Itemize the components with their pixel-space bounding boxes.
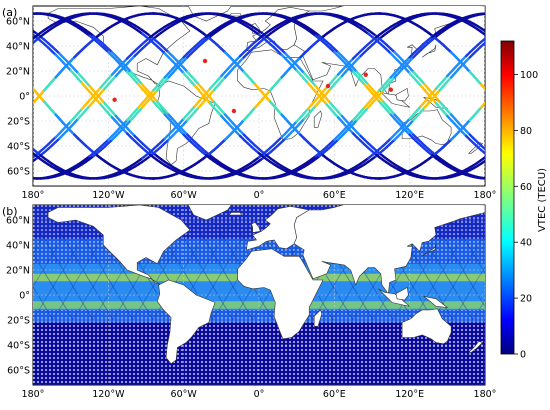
panel-b-lon-ticks: 180° 120°W 60°W 0° 60°E 120°E 180° — [22, 389, 497, 400]
track-striation — [513, 220, 550, 320]
lat-tick-label: 40°N — [6, 241, 30, 252]
lat-tick-label: 0° — [19, 92, 30, 103]
lon-tick-label: 0° — [254, 389, 265, 400]
colorbar: 0 20 40 60 80 100 VTEC (TECU) — [501, 41, 548, 361]
lat-tick-label: 60°N — [6, 17, 30, 28]
track-striation — [533, 220, 550, 320]
vtec-hotspot — [203, 59, 207, 63]
landmass-iceland — [229, 213, 242, 216]
colorbar-tick-label: 20 — [520, 294, 532, 305]
track-striation — [513, 220, 550, 320]
vtec-hotspot — [326, 84, 330, 88]
lat-tick-label: 20°S — [7, 316, 30, 327]
lat-tick-label: 20°S — [7, 117, 30, 128]
lon-tick-label: 120°E — [395, 389, 424, 400]
lat-tick-label: 60°N — [6, 216, 30, 227]
lon-tick-label: 120°E — [395, 190, 424, 201]
colorbar-tick-label: 80 — [520, 126, 532, 137]
lat-tick-label: 60°S — [7, 167, 30, 178]
lat-tick-label: 0° — [19, 291, 30, 302]
lat-tick-label: 40°S — [7, 341, 30, 352]
vtec-hotspot — [232, 109, 236, 113]
lon-tick-label: 180° — [474, 389, 497, 400]
colorbar-tick-label: 60 — [520, 182, 532, 193]
lon-tick-label: 0° — [254, 190, 265, 201]
colorbar-tick-label: 0 — [520, 350, 526, 361]
lat-tick-label: 20°N — [6, 266, 30, 277]
lon-tick-label: 180° — [474, 190, 497, 201]
panel-a: (a) 60°N40°N20°N0°20°S40°S60°S 180°120°W… — [2, 0, 496, 209]
lat-tick-label: 60°S — [7, 366, 30, 377]
vtec-hotspot — [364, 73, 368, 77]
panel-b: (b) 60°N40°N20°N0°20°S40°S60°S 180°120°W… — [0, 193, 550, 407]
lon-tick-label: 180° — [22, 389, 45, 400]
vtec-hotspot — [389, 88, 393, 92]
colorbar-label: VTEC (TECU) — [537, 168, 548, 232]
lon-tick-label: 60°W — [171, 190, 198, 201]
lon-tick-label: 120°W — [92, 389, 125, 400]
colorbar-tick-label: 40 — [520, 238, 532, 249]
colorbar-ticks: 0 20 40 60 80 100 — [514, 70, 538, 360]
lat-tick-label: 40°S — [7, 142, 30, 153]
panel-b-lat-ticks: 60°N 40°N 20°N 0° 20°S 40°S 60°S — [6, 216, 30, 377]
lon-tick-label: 120°W — [92, 190, 125, 201]
vtec-hotspot — [112, 98, 116, 102]
lon-tick-label: 60°E — [323, 190, 346, 201]
colorbar-ramp — [501, 41, 514, 354]
lon-tick-label: 180° — [22, 190, 45, 201]
lat-tick-label: 20°N — [6, 67, 30, 78]
lon-tick-label: 60°E — [323, 389, 346, 400]
lat-tick-label: 40°N — [6, 42, 30, 53]
track-striation — [533, 220, 550, 320]
panel-a-lat-ticks: 60°N 40°N 20°N 0° 20°S 40°S 60°S — [6, 17, 30, 178]
lon-tick-label: 60°W — [171, 389, 198, 400]
colorbar-tick-label: 100 — [520, 70, 538, 81]
panel-a-lon-ticks: 180° 120°W 60°W 0° 60°E 120°E 180° — [22, 190, 497, 201]
